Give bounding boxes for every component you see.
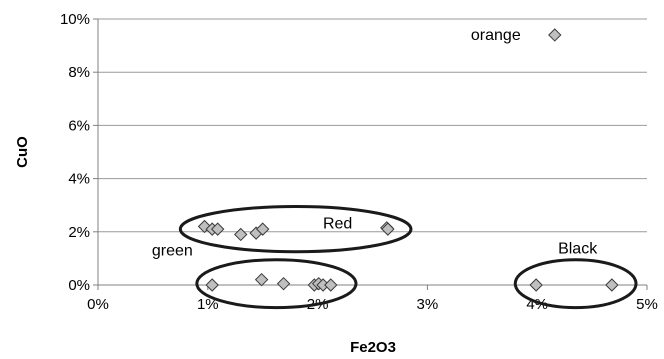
x-tick-label: 5% [636, 296, 658, 313]
y-tick-label: 4% [68, 171, 90, 188]
data-point [548, 28, 562, 42]
y-tick-label: 10% [60, 11, 90, 28]
y-axis-title: CuO [14, 136, 31, 168]
data-point [234, 227, 248, 242]
data-point [254, 272, 269, 287]
tick-labels: 0%2%4%6%8%10%0% 1% 2% 3% 4% 5% [60, 11, 658, 313]
x-tick-label: 3% [417, 296, 439, 313]
group-label-black: Black [558, 241, 598, 258]
data-point [381, 222, 395, 236]
data-point [205, 278, 219, 292]
group-ellipse-black [513, 258, 638, 310]
annotation-orange: orange [471, 27, 521, 44]
annotations: orange [471, 27, 521, 44]
group-ellipse-green [195, 258, 358, 310]
data-point [210, 222, 225, 236]
group-ellipses: Red green Black [152, 205, 638, 310]
x-tick-label: 0% [87, 296, 109, 313]
data-point [324, 278, 338, 292]
x-axis-title: Fe2O3 [350, 339, 396, 356]
y-tick-label: 2% [68, 224, 90, 241]
data-points [197, 28, 619, 292]
y-tick-label: 8% [68, 64, 90, 81]
data-point [529, 278, 543, 292]
group-label-green: green [152, 243, 193, 260]
y-tick-label: 6% [68, 117, 90, 134]
data-point [276, 276, 291, 291]
gridlines [98, 18, 647, 233]
data-point [605, 278, 619, 292]
x-tick-label: 1% [197, 296, 219, 313]
axes [93, 18, 648, 290]
y-tick-label: 0% [68, 277, 90, 294]
group-ellipse-red [178, 205, 413, 254]
data-point [255, 222, 270, 236]
group-label-red: Red [323, 216, 352, 233]
